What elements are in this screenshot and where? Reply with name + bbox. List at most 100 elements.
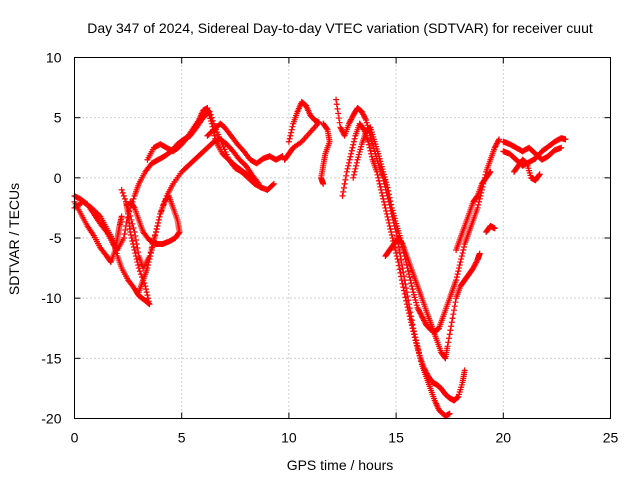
data-point — [383, 207, 390, 214]
data-point — [373, 168, 380, 175]
data-point — [352, 165, 359, 172]
data-point — [376, 155, 383, 162]
data-point — [336, 119, 343, 126]
data-point — [333, 96, 340, 103]
data-point — [558, 144, 565, 151]
data-point — [135, 249, 142, 256]
data-point — [120, 192, 127, 199]
series-sat-c — [118, 136, 262, 272]
data-point — [404, 304, 411, 311]
data-point — [278, 153, 285, 160]
data-point — [206, 112, 213, 119]
data-point — [118, 186, 125, 193]
data-point — [145, 262, 152, 269]
data-point — [413, 302, 420, 309]
data-point — [390, 210, 397, 217]
y-tick-label: 0 — [54, 170, 62, 186]
data-point — [323, 125, 330, 132]
data-point — [536, 172, 543, 179]
x-tick-label: 25 — [603, 430, 619, 446]
data-point — [381, 174, 388, 181]
data-point — [409, 325, 416, 332]
data-point — [411, 334, 418, 341]
data-point — [347, 153, 354, 160]
data-point — [342, 176, 349, 183]
data-point — [368, 153, 375, 160]
data-point — [282, 155, 289, 162]
data-point — [143, 289, 150, 296]
data-point — [458, 256, 465, 263]
data-point — [289, 123, 296, 130]
data-point — [390, 212, 397, 219]
data-point — [400, 284, 407, 291]
data-point — [343, 168, 350, 175]
data-point — [350, 138, 357, 145]
data-point — [269, 181, 276, 188]
data-point — [380, 168, 387, 175]
series-sat-g — [71, 198, 125, 266]
data-point — [127, 198, 134, 205]
data-point — [380, 195, 387, 202]
data-point — [460, 244, 467, 251]
data-point — [127, 212, 134, 219]
data-point — [205, 107, 212, 114]
data-point — [383, 181, 390, 188]
data-point — [255, 180, 262, 187]
data-point — [270, 180, 277, 187]
data-point — [363, 117, 370, 124]
data-point — [375, 153, 382, 160]
data-point — [383, 210, 390, 217]
data-point — [455, 268, 462, 275]
data-point — [220, 143, 227, 150]
data-point — [353, 159, 360, 166]
data-point — [413, 342, 420, 349]
data-point — [408, 280, 415, 287]
data-point — [403, 262, 410, 269]
data-point — [126, 208, 133, 215]
data-point — [133, 256, 140, 263]
data-point — [384, 213, 391, 220]
series-sat-e — [144, 105, 258, 185]
data-point — [147, 250, 154, 257]
data-point — [450, 311, 457, 318]
data-point — [346, 156, 353, 163]
data-point — [457, 259, 464, 266]
data-point — [415, 347, 422, 354]
data-point — [335, 115, 342, 122]
data-point — [388, 228, 395, 235]
data-point — [128, 216, 135, 223]
data-point — [410, 331, 417, 338]
data-point — [152, 228, 159, 235]
data-point — [398, 273, 405, 280]
data-point — [122, 226, 129, 233]
data-point — [461, 367, 468, 374]
data-point — [156, 213, 163, 220]
data-point — [406, 274, 413, 281]
data-point — [356, 148, 363, 155]
data-point — [131, 228, 138, 235]
data-point — [118, 213, 125, 220]
data-point — [456, 262, 463, 269]
data-point — [452, 299, 459, 306]
data-point — [399, 280, 406, 287]
data-point — [496, 136, 503, 143]
data-point — [396, 249, 403, 256]
data-point — [365, 138, 372, 145]
data-point — [348, 150, 355, 157]
data-point — [350, 141, 357, 148]
data-point — [121, 230, 128, 237]
data-point — [350, 174, 357, 181]
data-point — [343, 172, 350, 179]
y-tick-label: -20 — [41, 411, 61, 427]
data-point — [473, 193, 480, 200]
data-point — [459, 250, 466, 257]
data-point — [455, 265, 462, 272]
data-point — [129, 220, 136, 227]
data-point — [382, 204, 389, 211]
data-point — [340, 184, 347, 191]
data-point — [388, 204, 395, 211]
data-point — [378, 189, 385, 196]
x-tick-label: 5 — [178, 430, 186, 446]
data-point — [476, 198, 483, 205]
data-point — [286, 135, 293, 142]
